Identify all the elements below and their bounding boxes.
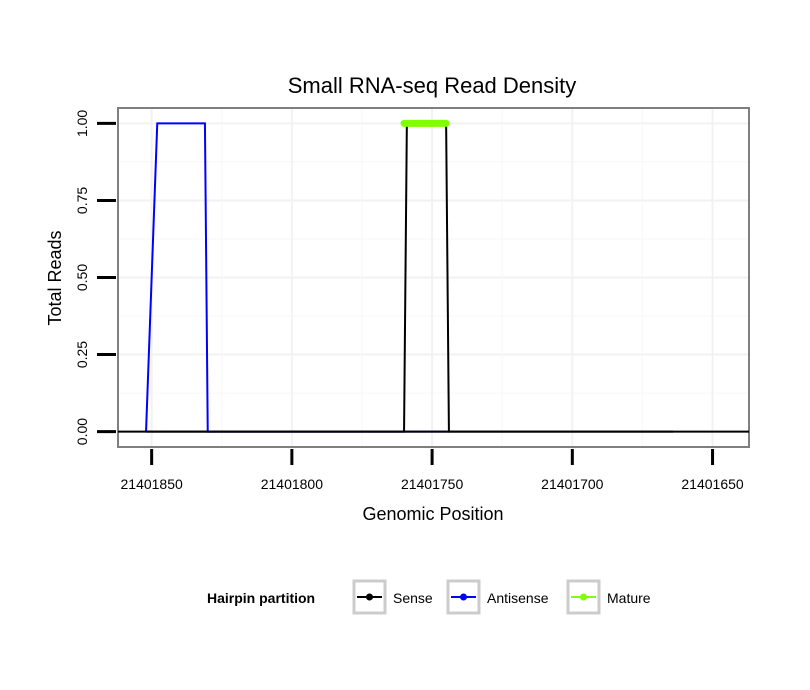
y-tick-label: 0.50 (74, 264, 90, 291)
y-axis: 0.00 0.25 0.50 0.75 1.00 (74, 110, 116, 445)
chart-title: Small RNA-seq Read Density (288, 73, 577, 98)
legend-label-sense: Sense (393, 590, 433, 606)
y-tick-label: 0.00 (74, 418, 90, 445)
y-tick-label: 0.25 (74, 341, 90, 368)
series-layer (118, 119, 749, 433)
legend: Hairpin partition Sense Antisense Mature (207, 579, 651, 615)
y-tick-label: 0.75 (74, 187, 90, 214)
y-tick-label: 1.00 (74, 110, 90, 137)
plot-panel-border (117, 107, 750, 448)
x-tick-label: 21401650 (681, 476, 744, 492)
legend-label-antisense: Antisense (487, 590, 549, 606)
legend-title: Hairpin partition (207, 590, 315, 606)
legend-swatch-dot-sense (366, 593, 373, 601)
x-axis-title: Genomic Position (362, 504, 503, 524)
y-axis-title: Total Reads (45, 230, 65, 325)
x-tick-label: 21401800 (261, 476, 324, 492)
x-tick-label: 21401850 (121, 476, 184, 492)
legend-swatch-dot-antisense (460, 593, 467, 601)
x-tick-label: 21401700 (541, 476, 604, 492)
x-tick-label: 21401750 (401, 476, 464, 492)
legend-swatch-dot-mature (580, 593, 587, 601)
x-axis: 21401850 21401800 21401750 21401700 21401650 (121, 449, 744, 492)
legend-label-mature: Mature (607, 590, 651, 606)
